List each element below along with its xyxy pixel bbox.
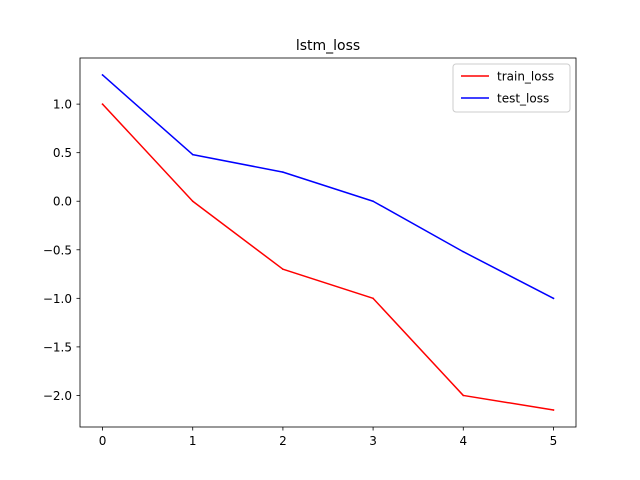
y-tick-label: −0.5 — [43, 243, 72, 257]
data-point-train_loss-5 — [552, 409, 555, 411]
data-point-test_loss-5 — [552, 297, 555, 300]
x-tick-label: 1 — [189, 434, 197, 448]
x-tick-label: 0 — [99, 434, 107, 448]
data-point-train_loss-3 — [372, 297, 374, 300]
y-tick-label: −2.0 — [43, 389, 72, 403]
data-point-train_loss-0 — [101, 103, 104, 105]
chart-title: lstm_loss — [296, 38, 360, 54]
series-layer — [101, 73, 555, 411]
legend-label-train_loss: train_loss — [497, 70, 554, 84]
x-tick-label: 5 — [550, 434, 558, 448]
y-tick-label: −1.5 — [43, 340, 72, 354]
plot-frame — [79, 57, 577, 428]
series-line-train_loss — [101, 103, 555, 411]
data-point-train_loss-4 — [462, 394, 465, 397]
data-point-test_loss-0 — [101, 74, 104, 76]
axes-layer: 0 1 2 3 4 5 1.0 0.5 0.0 −0.5 −1.0 −1.5 −2.0 — [43, 57, 577, 448]
x-tick-label: 3 — [369, 434, 377, 448]
x-tick-label: 2 — [279, 434, 287, 448]
data-point-test_loss-4 — [462, 250, 465, 253]
data-point-train_loss-1 — [191, 200, 194, 203]
series-line-test_loss — [101, 73, 555, 300]
data-point-test_loss-3 — [372, 200, 374, 203]
legend-label-test_loss: test_loss — [497, 92, 549, 106]
y-tick-label: 0.5 — [53, 146, 72, 160]
x-tick-label: 4 — [459, 434, 467, 448]
y-tick-label: 0.0 — [53, 195, 72, 209]
data-point-train_loss-2 — [282, 268, 284, 271]
legend: train_loss test_loss — [452, 63, 571, 113]
y-tick-label: −1.0 — [43, 292, 72, 306]
y-tick-label: 1.0 — [53, 98, 72, 112]
data-point-test_loss-1 — [191, 153, 194, 156]
data-point-test_loss-2 — [282, 171, 284, 173]
